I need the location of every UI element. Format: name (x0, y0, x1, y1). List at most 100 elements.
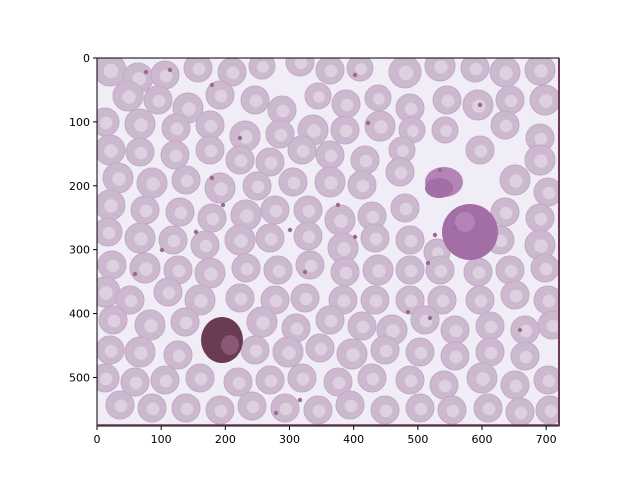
red-blood-cell-center (534, 132, 548, 146)
red-blood-cell-center (206, 212, 220, 226)
red-blood-cell-center (134, 232, 148, 246)
red-blood-cell-center (539, 94, 553, 108)
speck (237, 135, 243, 141)
red-blood-cell-center (290, 322, 304, 336)
x-tick-label: 700 (536, 433, 557, 446)
red-blood-cell-center (264, 232, 278, 246)
red-blood-cell-center (234, 154, 248, 168)
red-blood-cell-center (99, 116, 113, 130)
speck (517, 327, 523, 333)
red-blood-cell-center (356, 179, 370, 193)
red-blood-cell-center (504, 264, 518, 278)
red-blood-cell-center (104, 344, 118, 358)
red-blood-cell-center (474, 294, 488, 308)
red-blood-cell-center (129, 376, 143, 390)
red-blood-cell-center (269, 204, 283, 218)
red-blood-cell-center (544, 404, 558, 418)
red-blood-cell-center (494, 234, 508, 248)
red-blood-cell-center (534, 239, 548, 253)
red-blood-cell-center (159, 374, 173, 388)
red-blood-cell-center (287, 176, 301, 190)
red-blood-cell-center (484, 320, 498, 334)
red-blood-cell-center (398, 65, 414, 81)
red-blood-cell-center (234, 234, 248, 248)
speck (425, 260, 431, 266)
red-blood-cell-center (404, 374, 418, 388)
red-blood-cell-center (282, 346, 296, 360)
red-blood-cell-center (449, 350, 463, 364)
y-axis: 0 100 200 300 400 500 (69, 52, 97, 384)
red-blood-cell-center (99, 372, 113, 386)
red-blood-cell-center (251, 180, 265, 194)
red-blood-cell-center (139, 204, 153, 218)
red-blood-cell-center (499, 119, 513, 133)
red-blood-cell-center (134, 146, 148, 160)
red-blood-cell-center (194, 372, 208, 386)
x-tick-label: 500 (407, 433, 428, 446)
red-blood-cell-center (474, 144, 488, 158)
lymphocyte-nucleus (442, 204, 498, 260)
red-blood-cell-center (204, 119, 218, 133)
red-blood-cell-center (476, 372, 490, 386)
red-blood-cell-center (504, 94, 518, 108)
speck (427, 315, 433, 321)
red-blood-cell-center (482, 402, 496, 416)
red-blood-cell-center (99, 286, 113, 300)
red-blood-cell-center (269, 294, 283, 308)
x-axis: 0 100 200 300 400 500 600 700 (94, 426, 557, 446)
red-blood-cell-center (324, 64, 338, 78)
red-blood-cell-center (256, 316, 270, 330)
red-blood-cell-center (499, 206, 513, 220)
y-tick-label: 400 (69, 308, 90, 321)
red-blood-cell-center (232, 376, 246, 390)
red-blood-cell-center (214, 182, 228, 196)
red-blood-cell-center (240, 209, 254, 223)
red-blood-cell-center (146, 177, 160, 191)
red-blood-cell-center (134, 118, 148, 132)
speck (452, 225, 458, 231)
red-blood-cell-center (324, 176, 338, 190)
red-blood-cell-center (204, 267, 218, 281)
x-tick-label: 300 (279, 433, 300, 446)
red-blood-cell-center (546, 319, 559, 333)
red-blood-cell-center (472, 266, 486, 280)
red-blood-cell-center (146, 402, 160, 416)
red-blood-cell-center (369, 232, 383, 246)
speck (167, 67, 173, 73)
speck (437, 167, 443, 173)
red-blood-cell-center (509, 289, 523, 303)
red-blood-cell-center (257, 61, 269, 73)
lymphocyte-nucleus-highlight (455, 212, 475, 232)
red-blood-cell-center (172, 264, 186, 278)
red-blood-cell-center (407, 125, 419, 137)
red-blood-cell-center (314, 342, 328, 356)
speck (220, 202, 226, 208)
x-tick-label: 0 (94, 433, 101, 446)
red-blood-cell-center (399, 202, 413, 216)
red-blood-cell-center (104, 144, 118, 158)
red-blood-cell-center (509, 379, 523, 393)
red-blood-cell-center (534, 212, 548, 226)
red-blood-cell-center (302, 204, 316, 218)
red-blood-cell-center (446, 404, 460, 418)
red-blood-cell-center (534, 64, 548, 78)
red-blood-cell-center (192, 62, 206, 76)
red-blood-cell-center (179, 316, 193, 330)
speck (273, 410, 279, 416)
red-blood-cell-center (434, 264, 448, 278)
red-blood-cell-center (514, 406, 528, 420)
red-blood-cell-center (144, 319, 158, 333)
red-blood-cell-center (337, 294, 351, 308)
speck (287, 227, 293, 233)
red-blood-cell-center (519, 350, 533, 364)
red-blood-cell-center (438, 379, 452, 393)
red-blood-cell-center (170, 122, 184, 136)
speck (193, 229, 199, 235)
red-blood-cell-center (542, 186, 556, 200)
speck (209, 82, 215, 88)
speck (352, 72, 358, 78)
red-blood-cell-center (542, 374, 556, 388)
red-blood-cells (97, 58, 559, 426)
red-blood-cell-center (307, 124, 321, 138)
speck (432, 232, 438, 238)
